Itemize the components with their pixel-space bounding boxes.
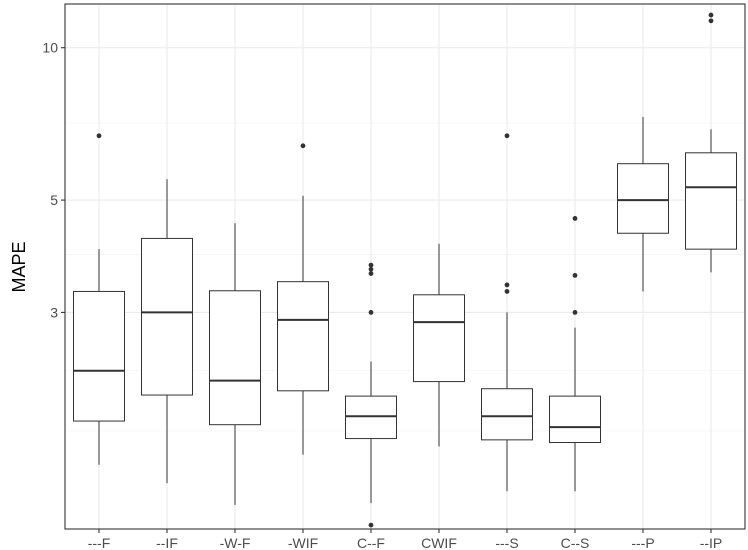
outlier-point	[504, 289, 510, 294]
outlier-point	[368, 271, 374, 276]
boxplot-if	[141, 179, 193, 484]
iqr-box	[481, 388, 533, 441]
iqr-box	[345, 395, 397, 440]
outlier-point	[368, 522, 374, 528]
outlier-point	[96, 133, 102, 139]
outlier-point	[572, 216, 578, 221]
boxplot-f	[73, 133, 125, 465]
outlier-point	[708, 12, 714, 18]
box-series	[73, 12, 737, 528]
iqr-box	[685, 152, 737, 250]
x-tick-label: --IP	[700, 535, 723, 550]
x-tick-label: CWIF	[421, 535, 457, 550]
iqr-box	[617, 163, 669, 234]
plot-panel	[64, 3, 746, 530]
y-tick-label: 5	[50, 192, 58, 208]
outlier-point	[368, 262, 374, 268]
iqr-box	[549, 395, 601, 443]
boxplot-cs	[549, 216, 601, 492]
boxplot-cf	[345, 262, 397, 528]
y-axis: 3 5 10	[42, 40, 65, 320]
x-tick-label: C--S	[561, 535, 590, 550]
outlier-point	[368, 309, 374, 315]
x-tick-label: -W-F	[220, 535, 251, 550]
boxplot-cwif	[413, 243, 465, 447]
x-tick-label: C--F	[357, 535, 385, 550]
boxplot-s	[481, 133, 533, 492]
outlier-point	[572, 272, 578, 278]
boxplot-ip	[685, 12, 737, 273]
x-tick-label: --IF	[156, 535, 178, 550]
panel-border	[64, 3, 746, 530]
outlier-point	[708, 18, 714, 24]
outlier-point	[504, 282, 510, 288]
outlier-point	[504, 133, 510, 139]
y-axis-title: MAPE	[9, 241, 29, 292]
x-axis: ---F --IF -W-F -WIF C--F CWIF ---S C--S ---P --IP	[88, 529, 723, 550]
boxplot-wf	[209, 223, 261, 505]
boxplot-p	[617, 116, 669, 292]
x-tick-label: ---P	[631, 535, 654, 550]
y-tick-label: 3	[50, 304, 58, 320]
iqr-box	[413, 294, 465, 383]
iqr-box	[209, 290, 261, 426]
x-tick-label: ---F	[88, 535, 111, 550]
x-tick-label: ---S	[495, 535, 518, 550]
x-tick-label: -WIF	[288, 535, 318, 550]
outlier-point	[368, 266, 374, 272]
iqr-box	[73, 290, 125, 422]
outlier-point	[572, 309, 578, 315]
boxplot-wif	[277, 143, 329, 455]
iqr-box	[277, 281, 329, 392]
outlier-point	[300, 143, 306, 149]
iqr-box	[141, 237, 193, 396]
y-tick-label: 10	[42, 40, 58, 56]
